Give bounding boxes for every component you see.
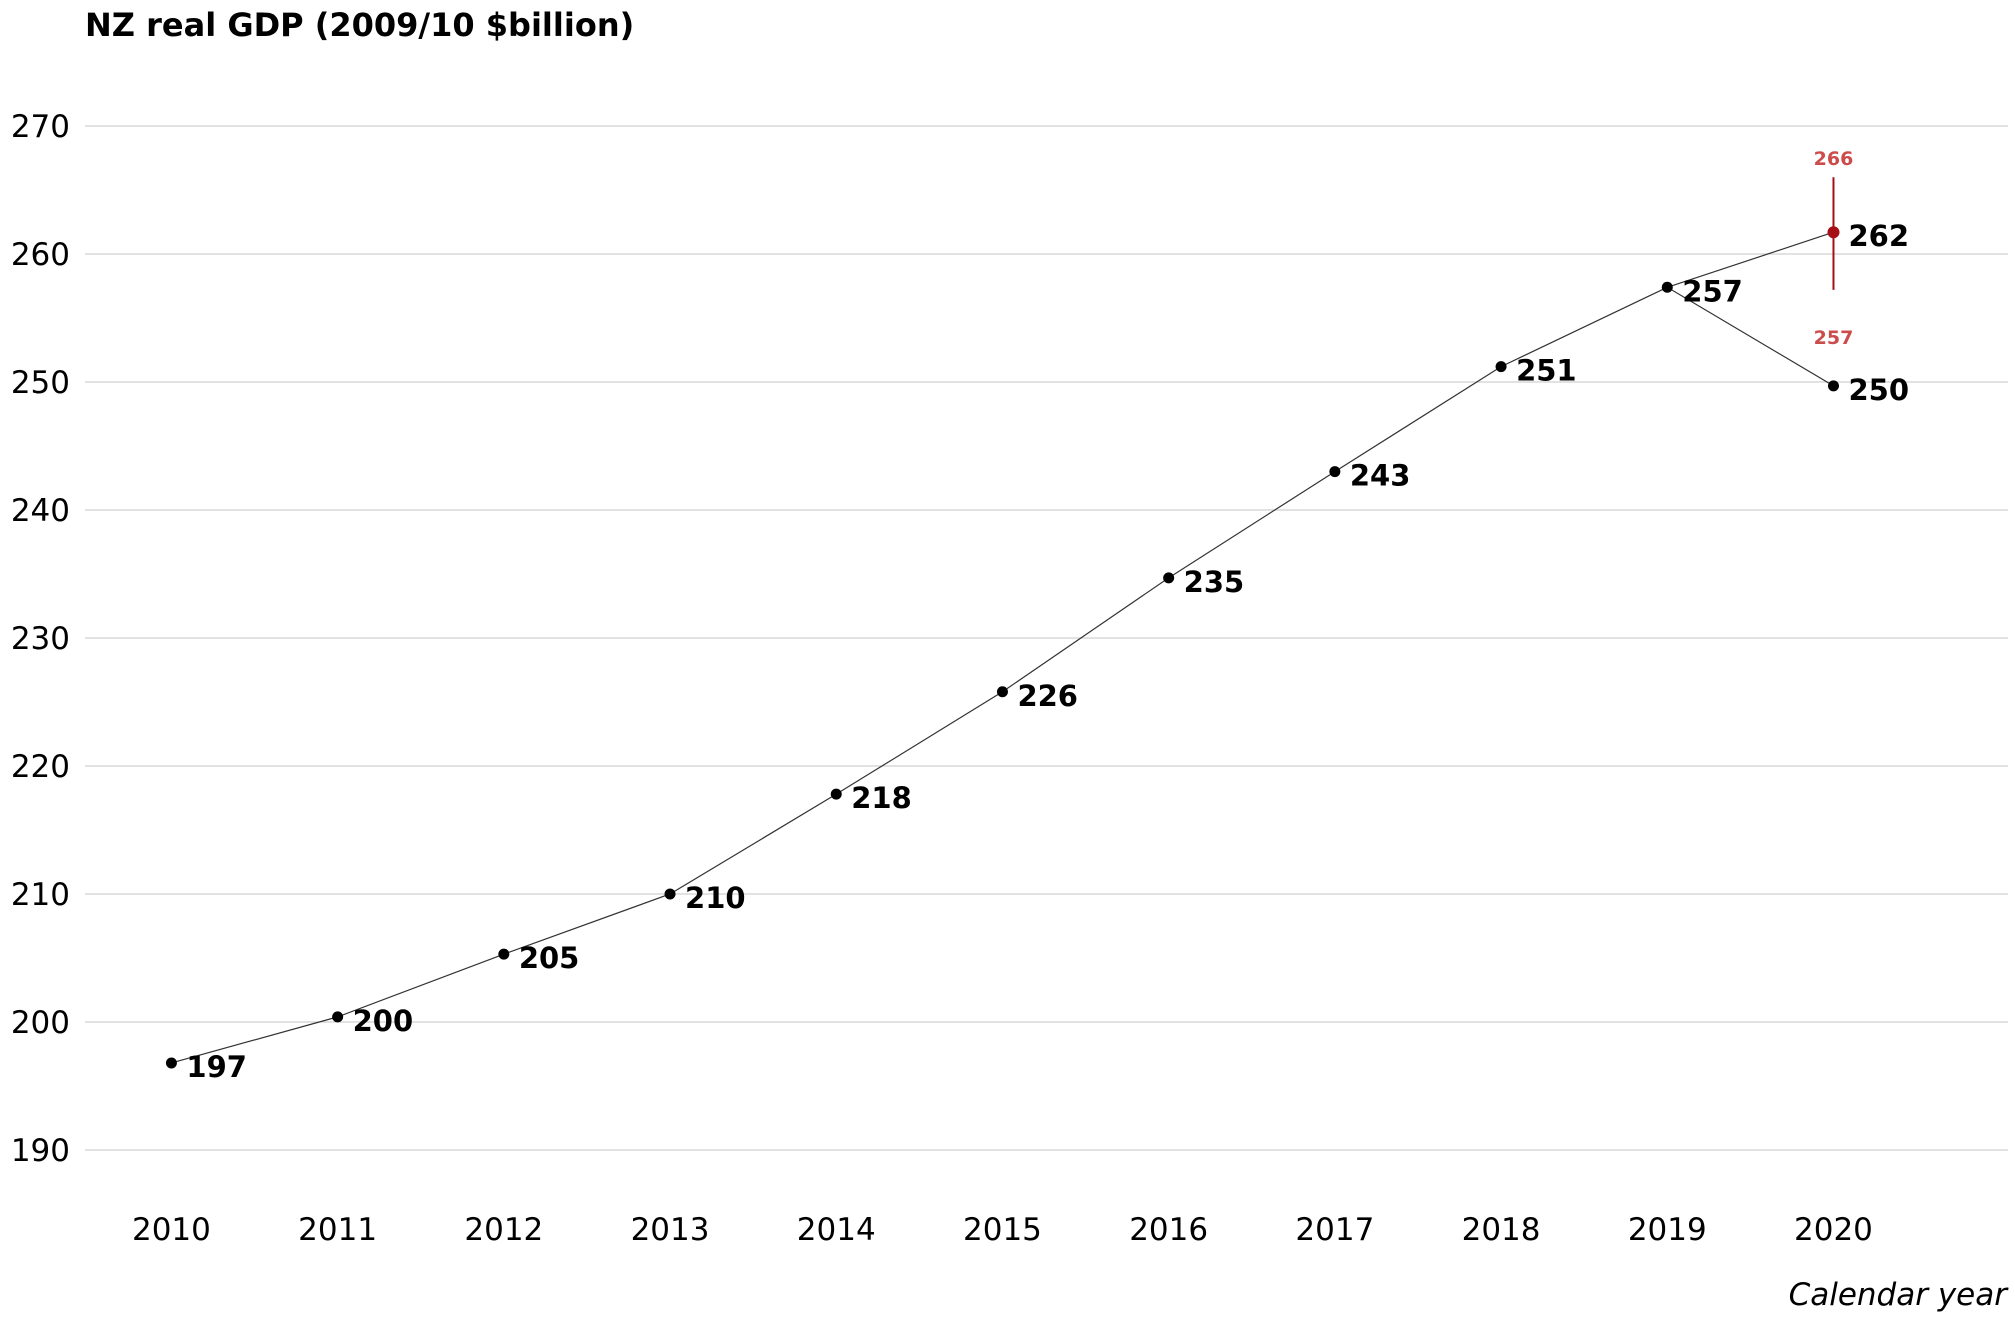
y-axis-tick-labels: 190 200 210 220 230 240 250 260 270 xyxy=(11,109,70,1169)
data-point xyxy=(830,788,842,800)
x-tick-label: 2017 xyxy=(1295,1212,1374,1248)
data-label: 257 xyxy=(1682,274,1743,308)
data-point xyxy=(664,888,676,900)
data-point xyxy=(1827,226,1840,239)
y-tick-label: 220 xyxy=(11,749,70,785)
data-point xyxy=(1163,572,1175,584)
y-tick-label: 230 xyxy=(11,621,70,657)
y-tick-label: 260 xyxy=(11,237,70,273)
x-tick-label: 2015 xyxy=(963,1212,1042,1248)
data-point xyxy=(996,686,1008,698)
x-tick-label: 2012 xyxy=(464,1212,543,1248)
data-label: 262 xyxy=(1848,219,1909,253)
forecast-range: 266 257 xyxy=(1814,148,1854,349)
gridlines xyxy=(85,125,2008,1151)
data-label: 200 xyxy=(353,1004,414,1038)
x-tick-label: 2011 xyxy=(298,1212,377,1248)
y-tick-label: 190 xyxy=(11,1133,70,1169)
data-point xyxy=(1495,361,1507,373)
range-high-label: 266 xyxy=(1814,148,1854,170)
data-point xyxy=(1661,281,1673,293)
y-tick-label: 210 xyxy=(11,877,70,913)
data-label: 251 xyxy=(1516,354,1577,388)
x-tick-label: 2013 xyxy=(631,1212,710,1248)
x-axis-tick-labels: 2010 2011 2012 2013 2014 2015 2016 2017 2018 2019… xyxy=(132,1212,1873,1248)
data-label: 205 xyxy=(519,941,580,975)
chart-title: NZ real GDP (2009/10 $billion) xyxy=(85,6,634,44)
data-point xyxy=(1827,380,1839,392)
x-tick-label: 2016 xyxy=(1129,1212,1208,1248)
data-label: 235 xyxy=(1184,565,1245,599)
data-label: 197 xyxy=(186,1050,247,1084)
series-line-1 xyxy=(1667,231,1834,288)
y-tick-label: 250 xyxy=(11,365,70,401)
x-tick-label: 2014 xyxy=(797,1212,876,1248)
x-tick-label: 2020 xyxy=(1794,1212,1873,1248)
y-tick-label: 270 xyxy=(11,109,70,145)
data-label: 250 xyxy=(1848,373,1909,407)
x-tick-label: 2010 xyxy=(132,1212,211,1248)
x-tick-label: 2019 xyxy=(1628,1212,1707,1248)
data-label: 243 xyxy=(1350,459,1411,493)
data-label: 218 xyxy=(851,781,912,815)
series-layer xyxy=(171,231,1834,1064)
x-tick-label: 2018 xyxy=(1462,1212,1541,1248)
series-line-0 xyxy=(171,286,1834,1064)
range-low-label: 257 xyxy=(1814,327,1854,349)
data-point xyxy=(498,948,510,960)
data-point xyxy=(165,1057,177,1069)
data-points xyxy=(165,226,1840,1069)
data-labels: 197 200 205 210 218 226 235 243 251 257 250 262 xyxy=(186,219,1909,1084)
y-tick-label: 200 xyxy=(11,1005,70,1041)
data-point xyxy=(332,1011,344,1023)
x-axis-title: Calendar year xyxy=(1789,1277,2010,1313)
y-tick-label: 240 xyxy=(11,493,70,529)
data-label: 210 xyxy=(685,881,746,915)
data-point xyxy=(1329,466,1341,478)
data-label: 226 xyxy=(1017,679,1078,713)
